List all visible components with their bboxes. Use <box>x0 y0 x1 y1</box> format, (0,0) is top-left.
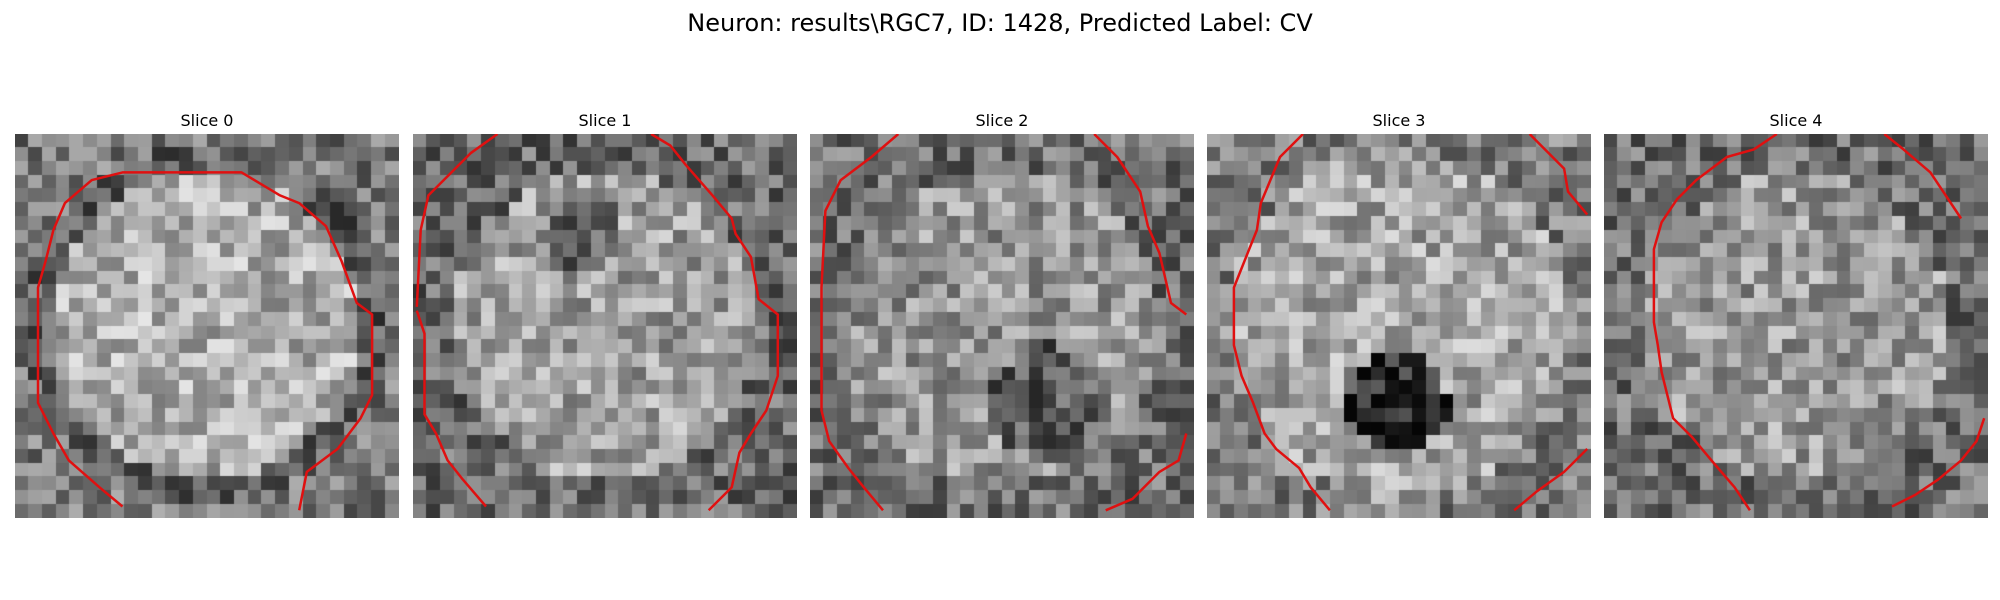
slice-title: Slice 1 <box>578 111 632 130</box>
slice-title: Slice 2 <box>975 111 1029 130</box>
contour-line <box>415 134 499 307</box>
contour-line <box>1891 417 1986 508</box>
slice-image <box>413 134 797 518</box>
slice-panel-3: Slice 3 <box>1207 110 1591 518</box>
slice-title: Slice 0 <box>180 111 234 130</box>
slice-image <box>810 134 1194 518</box>
slice-panel-1: Slice 1 <box>413 110 797 518</box>
slice-panel-4: Slice 4 <box>1604 110 1988 518</box>
contour-line <box>1093 134 1188 316</box>
figure-title: Neuron: results\RGC7, ID: 1428, Predicte… <box>687 9 1313 37</box>
contour-line <box>415 310 487 508</box>
slice-panel-0: Slice 0 <box>15 110 399 518</box>
slice-image <box>1207 134 1591 518</box>
contour-line <box>650 134 780 512</box>
contour-overlay <box>820 134 1188 512</box>
slice-image <box>1604 134 1988 518</box>
contour-line <box>1652 134 1778 511</box>
contour-overlay <box>36 171 374 511</box>
contour-overlay <box>1652 134 1986 511</box>
contour-line <box>1883 134 1963 220</box>
contour-line <box>820 134 900 512</box>
contour-overlay <box>415 134 780 512</box>
slice-title: Slice 4 <box>1769 111 1823 130</box>
contour-line <box>36 171 374 511</box>
slice-image <box>15 134 399 518</box>
contour-line <box>1232 134 1331 512</box>
contour-line <box>1105 433 1188 512</box>
contour-line <box>1528 134 1589 216</box>
slice-title: Slice 3 <box>1372 111 1426 130</box>
contour-overlay <box>1232 134 1589 512</box>
slice-panel-2: Slice 2 <box>810 110 1194 518</box>
contour-line <box>1513 448 1589 512</box>
